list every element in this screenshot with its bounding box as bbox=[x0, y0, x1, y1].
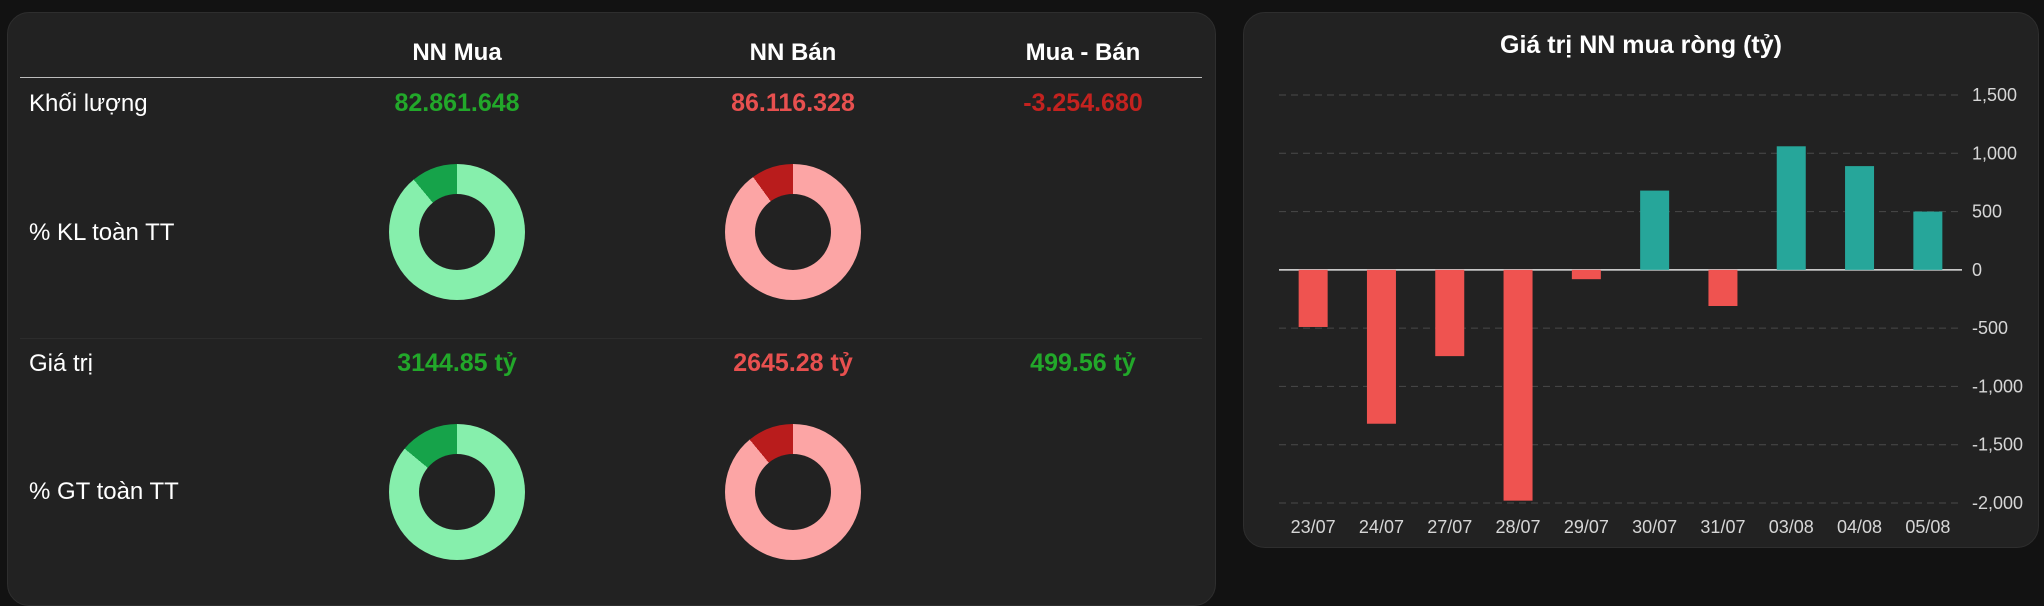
value-sell-value: 2645.28 tỷ bbox=[733, 349, 853, 377]
value-sell-donut bbox=[725, 424, 861, 560]
bar-23-07[interactable] bbox=[1298, 269, 1328, 327]
x-tick-label: 05/08 bbox=[1905, 517, 1950, 537]
bar-30-07[interactable] bbox=[1640, 190, 1670, 270]
header-nn-ban: NN Bán bbox=[749, 39, 837, 66]
value-buy-value: 3144.85 tỷ bbox=[397, 349, 517, 377]
bar-05-08[interactable] bbox=[1913, 211, 1943, 270]
volume-net-value: -3.254.680 bbox=[1023, 89, 1143, 117]
volume-buy-value: 82.861.648 bbox=[394, 89, 520, 117]
row-divider bbox=[20, 338, 1202, 339]
y-tick-label: -1,500 bbox=[1972, 435, 2023, 455]
bar-29-07[interactable] bbox=[1571, 269, 1601, 280]
x-tick-label: 23/07 bbox=[1291, 517, 1336, 537]
row-label-value: Giá trị bbox=[29, 350, 94, 377]
header-mua-ban: Mua - Bán bbox=[1025, 39, 1141, 66]
header-nn-mua: NN Mua bbox=[412, 39, 502, 66]
x-tick-label: 03/08 bbox=[1769, 517, 1814, 537]
bar-24-07[interactable] bbox=[1366, 269, 1396, 424]
x-tick-label: 24/07 bbox=[1359, 517, 1404, 537]
value-net-value: 499.56 tỷ bbox=[1030, 349, 1136, 377]
y-tick-label: 1,500 bbox=[1972, 85, 2017, 105]
y-tick-label: 500 bbox=[1972, 202, 2002, 222]
x-tick-label: 31/07 bbox=[1700, 517, 1745, 537]
foreign-trading-table: NN Mua NN Bán Mua - Bán Khối lượng 82.86… bbox=[7, 12, 1216, 606]
x-tick-label: 27/07 bbox=[1427, 517, 1472, 537]
x-tick-label: 28/07 bbox=[1496, 517, 1541, 537]
header-divider bbox=[20, 77, 1202, 78]
y-tick-label: -500 bbox=[1972, 318, 2008, 338]
y-tick-label: 1,000 bbox=[1972, 143, 2017, 163]
bar-27-07[interactable] bbox=[1435, 269, 1465, 357]
volume-buy-donut bbox=[389, 164, 525, 300]
x-tick-label: 30/07 bbox=[1632, 517, 1677, 537]
bar-31-07[interactable] bbox=[1708, 269, 1738, 306]
row-label-volume-pct: % KL toàn TT bbox=[29, 219, 175, 246]
row-label-value-pct: % GT toàn TT bbox=[29, 478, 179, 505]
x-tick-label: 04/08 bbox=[1837, 517, 1882, 537]
row-label-volume: Khối lượng bbox=[29, 90, 148, 117]
value-buy-donut bbox=[389, 424, 525, 560]
chart-title: Giá trị NN mua ròng (tỷ) bbox=[1500, 31, 1782, 59]
bar-04-08[interactable] bbox=[1845, 166, 1875, 270]
net-buy-bar-chart: 1,500 1,000 500 0 -500 -1,000 -1,500 -2,000 23/0… bbox=[1279, 85, 2023, 537]
volume-sell-donut bbox=[725, 164, 861, 300]
volume-sell-value: 86.116.328 bbox=[731, 89, 855, 117]
y-tick-label: -1,000 bbox=[1972, 376, 2023, 396]
y-tick-label: 0 bbox=[1972, 260, 1982, 280]
bar-28-07[interactable] bbox=[1503, 269, 1533, 501]
y-tick-label: -2,000 bbox=[1972, 493, 2023, 513]
bar-03-08[interactable] bbox=[1776, 146, 1806, 270]
net-buy-chart-panel: Giá trị NN mua ròng (tỷ) 1,500 1,000 500 0 -… bbox=[1243, 12, 2039, 548]
x-tick-label: 29/07 bbox=[1564, 517, 1609, 537]
